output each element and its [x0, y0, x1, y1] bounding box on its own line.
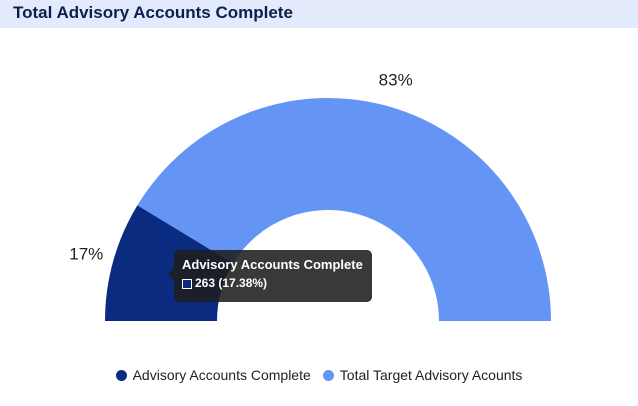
gauge-slice-total-target-advisory-acounts[interactable]: [137, 97, 551, 321]
gauge-chart: 17% 83%: [69, 70, 551, 321]
tooltip-value-row: 263 (17.38%): [182, 276, 364, 291]
chart-tooltip: Advisory Accounts Complete 263 (17.38%): [168, 250, 372, 302]
tooltip-title: Advisory Accounts Complete: [182, 257, 363, 272]
data-label-advisory-accounts-complete: 17%: [69, 244, 103, 263]
chart-header: Total Advisory Accounts Complete: [0, 0, 638, 28]
chart-title: Total Advisory Accounts Complete: [13, 3, 293, 22]
data-label-total-target-advisory-acounts: 83%: [379, 70, 413, 89]
tooltip-value: 263 (17.38%): [195, 276, 268, 290]
tooltip-caret: [168, 268, 174, 280]
legend-dot-advisory-accounts-complete: [115, 369, 127, 381]
chart-legend: Advisory Accounts Complete Total Target …: [0, 366, 638, 384]
legend-dot-total-target-advisory-accounts: [322, 369, 334, 381]
legend-label-total-target-advisory-accounts: Total Target Advisory Acounts: [339, 367, 523, 383]
legend-item-total-target-advisory-accounts[interactable]: Total Target Advisory Acounts: [322, 367, 523, 383]
tooltip-swatch: [182, 278, 192, 289]
legend-label-advisory-accounts-complete: Advisory Accounts Complete: [132, 367, 311, 383]
legend-item-advisory-accounts-complete[interactable]: Advisory Accounts Complete: [115, 367, 311, 383]
